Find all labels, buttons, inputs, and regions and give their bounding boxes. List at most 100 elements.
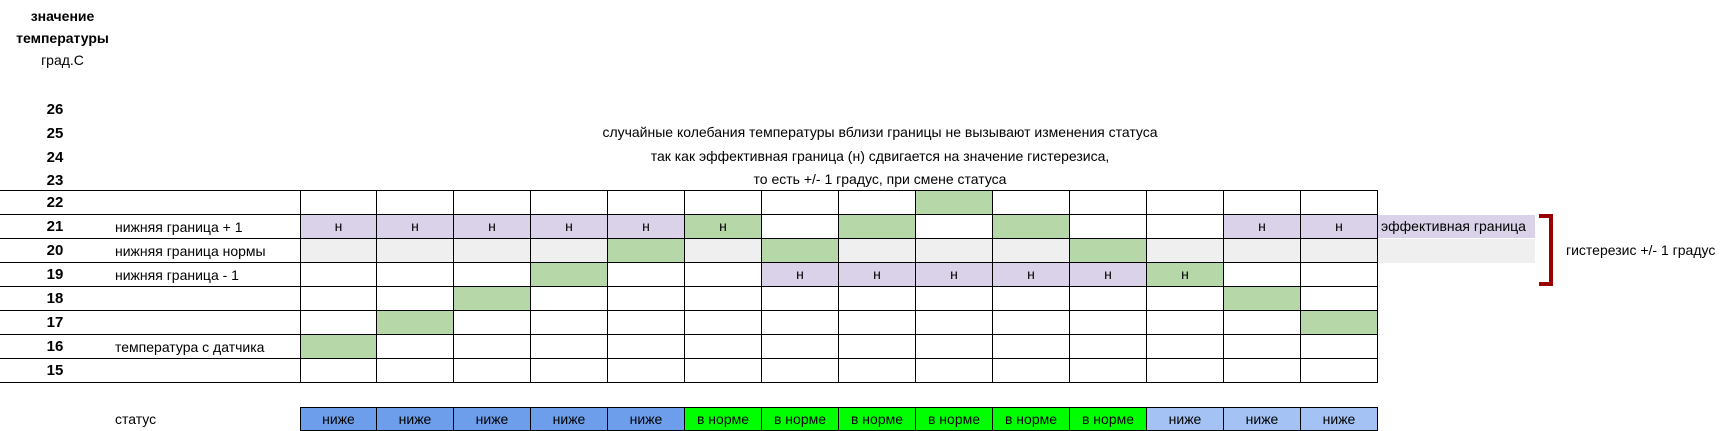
row-value-21: 21: [46, 218, 64, 235]
grid-cell: [762, 287, 839, 311]
grid-cell: н: [839, 263, 916, 287]
grid-cell: [839, 215, 916, 239]
grid-cell: [608, 359, 685, 383]
status-cell: ниже: [608, 407, 685, 431]
status-cell: в норме: [1070, 407, 1147, 431]
grid-line: [0, 214, 1378, 215]
grid-cell: н: [993, 263, 1070, 287]
grid-cell: [993, 287, 1070, 311]
grid-cell: [993, 191, 1070, 215]
row-value-22: 22: [46, 194, 64, 211]
grid-cell: [1301, 335, 1378, 359]
row-label-16: температура с датчика: [115, 339, 265, 355]
grid-cell: [1147, 191, 1224, 215]
note-line-2: так как эффективная граница (н) сдвигает…: [650, 148, 1110, 164]
grid-cell: [1147, 311, 1224, 335]
grid-cell: [300, 263, 377, 287]
grid-cell: н: [454, 215, 531, 239]
grid-cell: н: [377, 215, 454, 239]
grid-cell: [1301, 263, 1378, 287]
grid-cell: [762, 311, 839, 335]
grid-cell: [993, 311, 1070, 335]
status-cell: ниже: [1224, 407, 1301, 431]
grid-cell: [993, 359, 1070, 383]
grid-cell: [1224, 263, 1301, 287]
row-value-23: 23: [46, 172, 64, 189]
grid-cell: [762, 359, 839, 383]
grid-cell: [685, 239, 762, 263]
grid-cell: [993, 335, 1070, 359]
grid-line: [0, 190, 1378, 191]
grid-line: [0, 310, 1378, 311]
grid-cell: [1224, 335, 1301, 359]
grid-cell: [839, 359, 916, 383]
grid-cell: [839, 191, 916, 215]
status-cell: в норме: [916, 407, 993, 431]
grid-cell: [1301, 359, 1378, 383]
grid-cell: [377, 191, 454, 215]
row-value-20: 20: [46, 242, 64, 259]
grid-cell: [1224, 359, 1301, 383]
status-cell: в норме: [685, 407, 762, 431]
grid-cell: [1070, 359, 1147, 383]
grid-cell: [1301, 287, 1378, 311]
grid-line: [0, 238, 1378, 239]
grid-cell: [1301, 191, 1378, 215]
row-label-21: нижняя граница + 1: [115, 219, 243, 235]
grid-cell: [1147, 239, 1224, 263]
grid-cell: [839, 335, 916, 359]
grid-cell: [531, 335, 608, 359]
grid-cell: [685, 359, 762, 383]
grid-line: [0, 334, 1378, 335]
grid-cell: [300, 287, 377, 311]
grid-cell: [839, 311, 916, 335]
grid-cell: [762, 215, 839, 239]
hysteresis-label: гистерезис +/- 1 градус: [1566, 242, 1716, 258]
grid-cell: [685, 335, 762, 359]
grid-cell: [531, 263, 608, 287]
grid-cell: н: [685, 215, 762, 239]
grid-cell: [1147, 215, 1224, 239]
grid-cell: [1224, 287, 1301, 311]
grid-cell: [377, 359, 454, 383]
norm-row-band: [300, 239, 1535, 263]
grid-cell: [454, 263, 531, 287]
grid-cell: [300, 359, 377, 383]
row-label-19: нижняя граница - 1: [115, 267, 239, 283]
grid-cell: н: [608, 215, 685, 239]
grid-cell: [1301, 239, 1378, 263]
grid-line: [0, 286, 1378, 287]
grid-cell: [531, 191, 608, 215]
grid-cell: [762, 335, 839, 359]
status-cell: ниже: [1147, 407, 1224, 431]
grid-cell: н: [762, 263, 839, 287]
grid-cell: [608, 311, 685, 335]
grid-cell: [685, 311, 762, 335]
grid-cell: [685, 191, 762, 215]
grid-cell: [916, 191, 993, 215]
grid-cell: [454, 311, 531, 335]
status-label: статус: [115, 411, 157, 427]
grid-cell: [685, 263, 762, 287]
row-value-26: 26: [46, 101, 64, 118]
grid-cell: [916, 359, 993, 383]
grid-cell: н: [531, 215, 608, 239]
effective-boundary-label: эффективная граница: [1378, 215, 1535, 238]
grid-cell: [377, 287, 454, 311]
row-label-20: нижняя граница нормы: [115, 243, 266, 259]
grid-cell: [608, 263, 685, 287]
status-cell: в норме: [839, 407, 916, 431]
status-cell: ниже: [1301, 407, 1378, 431]
header-unit: град.С: [41, 52, 84, 68]
grid-cell: [1224, 311, 1301, 335]
grid-cell: [1070, 287, 1147, 311]
grid-cell: [685, 287, 762, 311]
grid-cell: н: [1224, 215, 1301, 239]
status-cell: ниже: [454, 407, 531, 431]
grid-cell: [1070, 311, 1147, 335]
grid-cell: [454, 335, 531, 359]
grid-cell: [916, 311, 993, 335]
row-value-25: 25: [46, 125, 64, 142]
status-cell: ниже: [531, 407, 608, 431]
row-value-24: 24: [46, 149, 64, 166]
